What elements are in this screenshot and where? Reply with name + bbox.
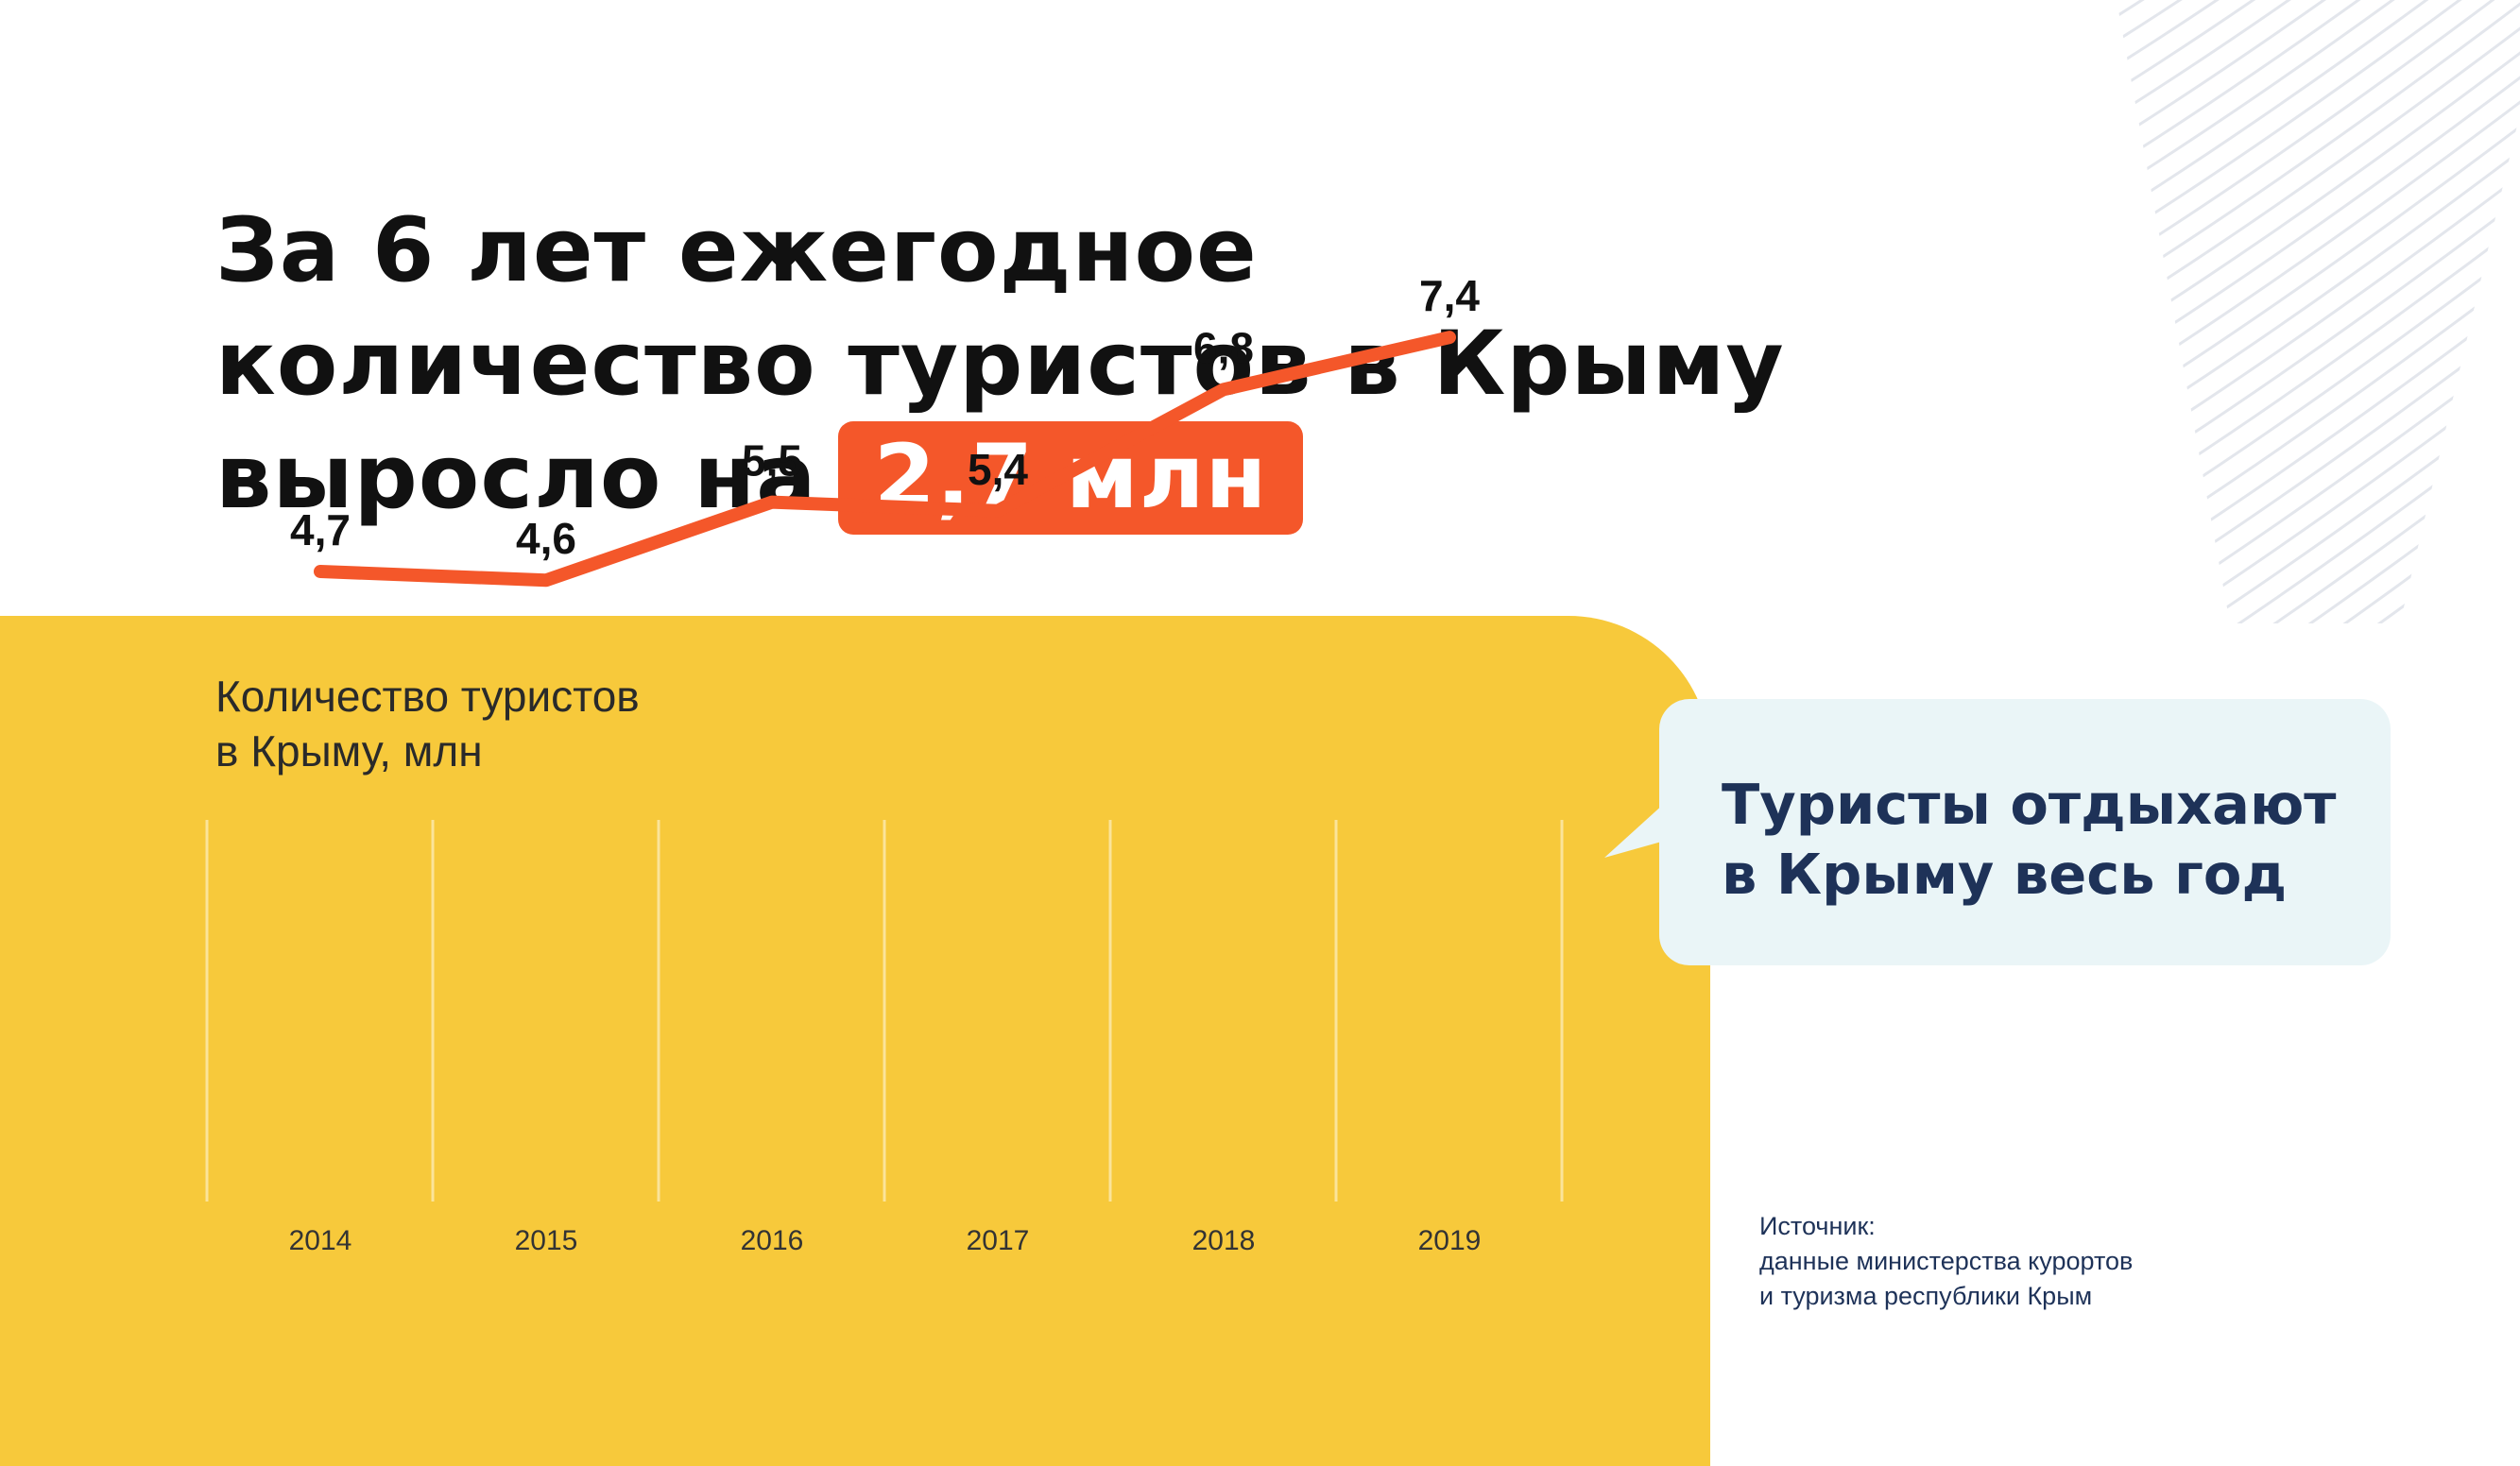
data-label: 7,4 [1419,271,1480,320]
source-line-1: Источник: данные министерства курортов [1759,1209,2133,1279]
x-tick-label: 2014 [289,1225,352,1256]
chart-label-line-1: Количество туристов [215,672,640,721]
x-tick-label: 2019 [1418,1225,1482,1256]
headline-line-3-text: выросло на [215,426,817,529]
source-text-2: и туризма республики Крым [1759,1282,2093,1310]
callout-line-1: Туристы отдыхают [1722,772,2337,837]
data-label: 6,8 [1193,323,1254,372]
data-label: 4,7 [290,505,351,554]
data-label: 5,4 [968,445,1028,494]
line-chart: 4,7 4,6 5,5 5,4 6,8 7,4 2014 2015 2016 2017 2018 2… [205,271,1564,1256]
x-tick-label: 2017 [967,1225,1030,1256]
source-label: Источник: [1759,1212,1876,1240]
x-tick-label: 2015 [515,1225,578,1256]
source-text-1: данные министерства курортов [1759,1247,2134,1275]
series-line [314,331,1456,588]
chart-label: Количество туристов в Крыму, млн [215,669,640,778]
callout-text: Туристы отдыхают в Крыму весь год [1722,770,2337,910]
data-label: 4,6 [516,514,576,563]
data-label: 5,5 [742,436,802,486]
decorative-stripes [2117,0,2520,623]
callout-bubble [1604,699,2391,965]
callout-line-2: в Крыму весь год [1722,842,2288,907]
chart-panel [0,616,1710,1466]
x-tick-label: 2016 [741,1225,804,1256]
chart-label-line-2: в Крыму, млн [215,726,483,776]
headline-line-1: За 6 лет ежегодное [215,199,1258,302]
x-tick-label: 2018 [1192,1225,1256,1256]
headline-line-2: количество туристов в Крыму [215,313,1785,416]
source-note: Источник: данные министерства курортов и… [1759,1209,2133,1314]
